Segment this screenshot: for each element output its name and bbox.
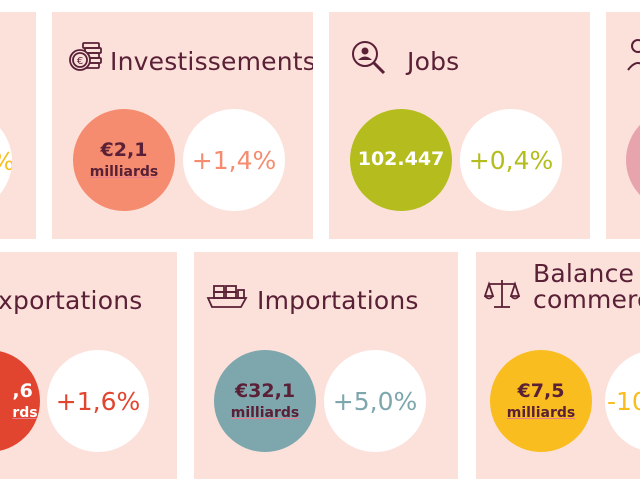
- value-amount: €7,5: [517, 380, 565, 403]
- card-partial-left: %: [0, 12, 36, 239]
- value-amount: ,6: [12, 380, 33, 403]
- card-importations: Importations €32,1 milliards +5,0%: [194, 252, 458, 479]
- value-circle: €7,5 milliards: [490, 350, 592, 452]
- card-jobs: Jobs 102.447 +0,4%: [329, 12, 590, 239]
- change-circle: -10: [605, 350, 640, 452]
- card-title: Importations: [257, 286, 419, 315]
- change-value: +5,0%: [332, 386, 418, 416]
- value-unit: rds: [12, 404, 38, 421]
- value-amount: €2,1: [100, 139, 148, 162]
- value-circle: [626, 109, 640, 211]
- change-circle: %: [0, 110, 12, 212]
- person-search-icon: [352, 41, 386, 75]
- value-circle: 102.447: [350, 109, 452, 211]
- scales-icon: [484, 280, 520, 308]
- svg-text:€: €: [77, 56, 83, 67]
- card-balance: Balance commerc €7,5 milliards -10: [476, 252, 640, 479]
- value-circle: ,6 rds: [0, 350, 40, 452]
- card-title: Jobs: [407, 47, 460, 76]
- change-value: +1,6%: [55, 386, 141, 416]
- change-value: %: [0, 147, 12, 176]
- card-title-line1: Balance: [533, 259, 635, 288]
- cargo-ship-icon: [206, 285, 248, 308]
- card-title: Investissements: [110, 47, 313, 76]
- change-circle: +5,0%: [324, 350, 426, 452]
- change-circle: +1,4%: [183, 109, 285, 211]
- card-title: xportations: [0, 286, 143, 315]
- change-circle: +1,6%: [47, 350, 149, 452]
- coins-euro-icon: €: [69, 42, 102, 71]
- person-icon: [627, 39, 640, 71]
- change-value: +1,4%: [191, 145, 277, 175]
- value-unit: milliards: [506, 404, 576, 421]
- card-title-line2: commerc: [533, 285, 640, 314]
- value-amount: €32,1: [234, 380, 296, 403]
- change-value: -10: [607, 386, 640, 416]
- change-circle: +0,4%: [460, 109, 562, 211]
- card-investissements: € Investissements €2,1 milliards +1,4%: [52, 12, 313, 239]
- value-circle: €2,1 milliards: [73, 109, 175, 211]
- value-amount: 102.447: [357, 148, 445, 171]
- value-unit: milliards: [230, 404, 300, 421]
- card-partial-right: [606, 12, 640, 239]
- value-circle: €32,1 milliards: [214, 350, 316, 452]
- card-exportations: xportations ,6 rds +1,6%: [0, 252, 177, 479]
- value-unit: milliards: [89, 163, 159, 180]
- change-value: +0,4%: [468, 145, 554, 175]
